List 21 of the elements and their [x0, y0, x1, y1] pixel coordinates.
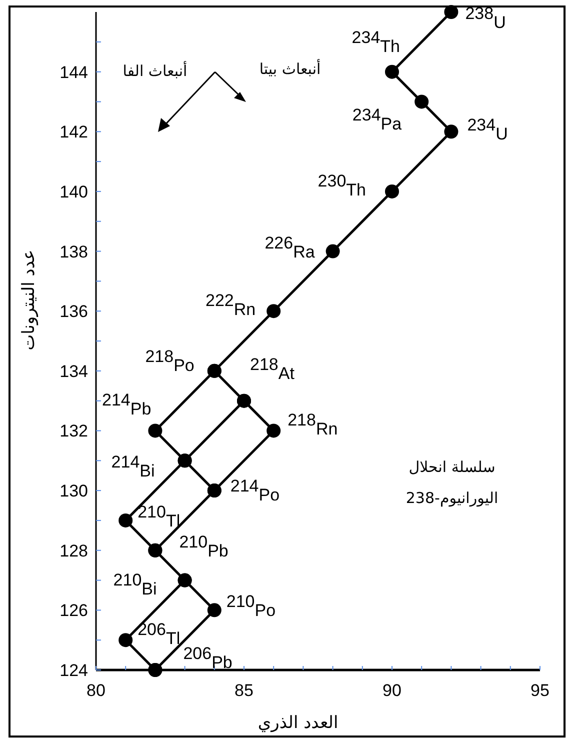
y-tick-label: 134	[60, 362, 88, 381]
annotation: أنبعاث بيتا	[259, 59, 321, 78]
y-tick-label: 140	[60, 182, 88, 202]
y-tick-label: 142	[60, 122, 88, 142]
y-tick-label: 144	[60, 62, 88, 82]
y-tick-label: 126	[60, 601, 88, 620]
x-tick-label: 80	[86, 681, 106, 700]
y-tick-label: 132	[60, 422, 88, 441]
x-axis-title: العدد الذري	[258, 713, 338, 733]
y-tick-label: 124	[60, 661, 88, 680]
x-tick-label: 85	[234, 681, 254, 700]
y-tick-label: 136	[60, 302, 88, 322]
y-tick-label: 138	[60, 242, 88, 262]
y-tick-label: 128	[60, 541, 88, 560]
x-tick-label: 90	[382, 681, 402, 700]
annotation: سلسلة انحلال	[408, 458, 496, 476]
annotation: أنبعاث الفا	[122, 61, 188, 80]
x-tick-label: 95	[530, 681, 550, 700]
y-tick-label: 130	[60, 482, 88, 501]
annotation: اليورانيوم-238	[406, 489, 498, 507]
y-axis-title: عدد النيترونات	[19, 250, 39, 350]
